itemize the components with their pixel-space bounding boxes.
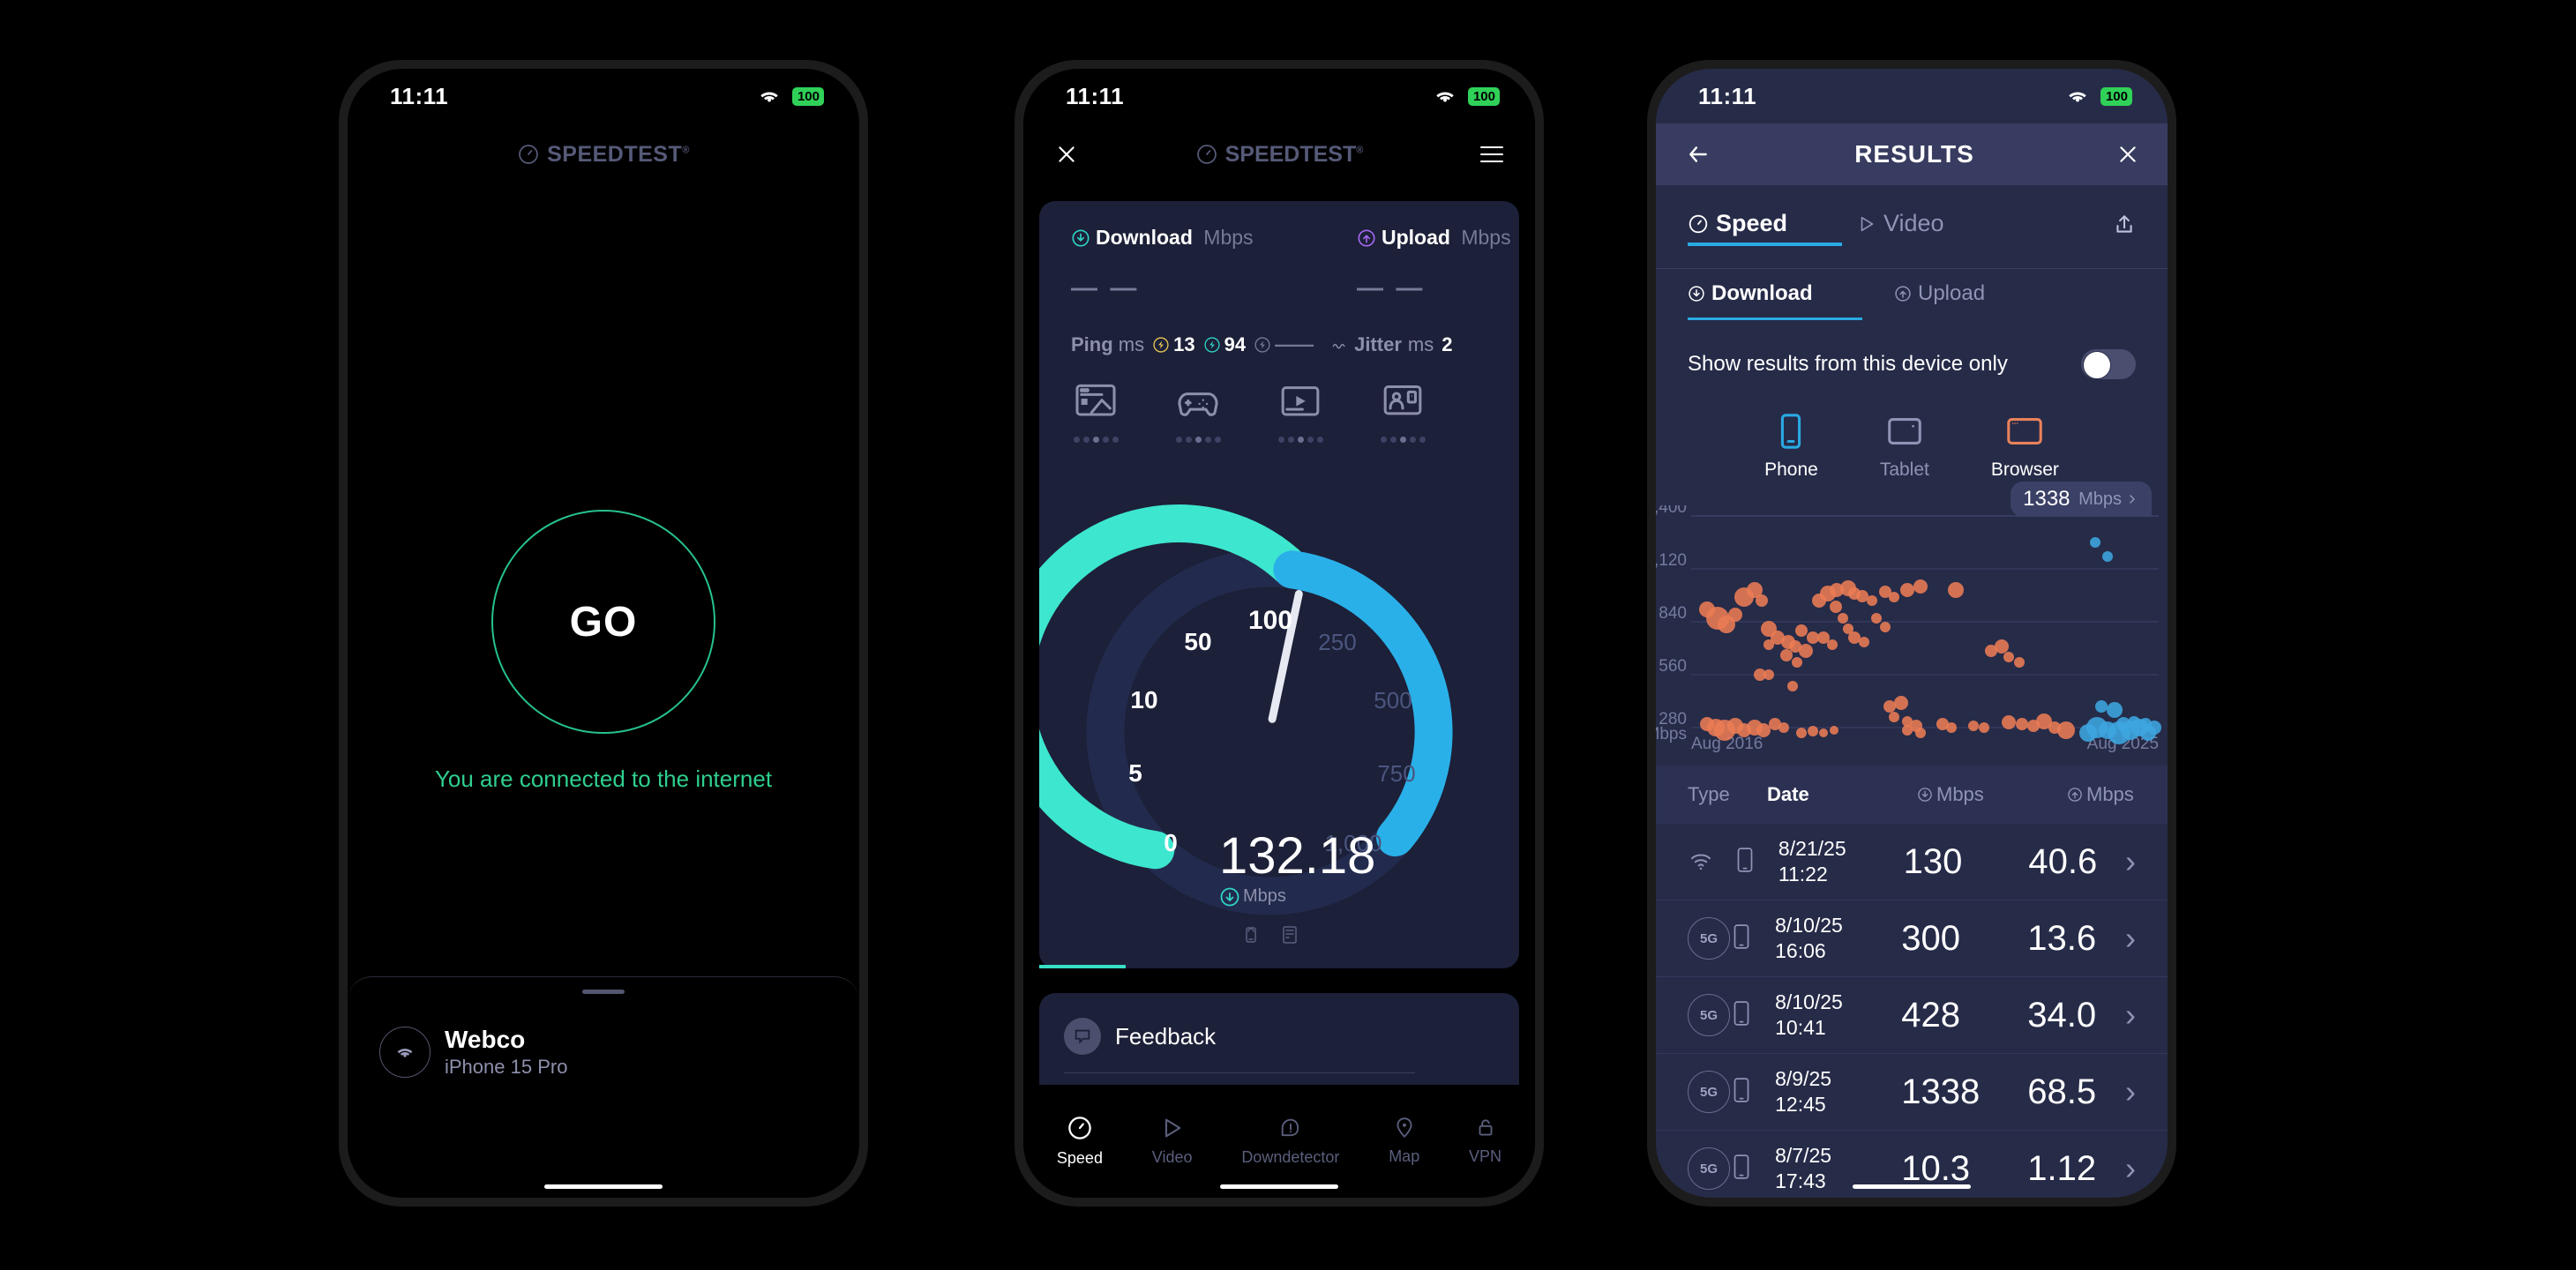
svg-text:Mbps: Mbps (1243, 886, 1286, 906)
svg-text:132.18: 132.18 (1219, 827, 1375, 885)
svg-text:5: 5 (1128, 759, 1142, 787)
svg-text:100: 100 (1248, 606, 1292, 635)
svg-text:500: 500 (1374, 687, 1412, 713)
svg-text:1,000: 1,000 (1324, 830, 1382, 856)
svg-text:750: 750 (1377, 760, 1415, 787)
svg-text:0: 0 (1164, 829, 1178, 856)
svg-text:50: 50 (1184, 628, 1211, 655)
svg-text:250: 250 (1318, 629, 1356, 655)
svg-text:10: 10 (1130, 686, 1157, 713)
